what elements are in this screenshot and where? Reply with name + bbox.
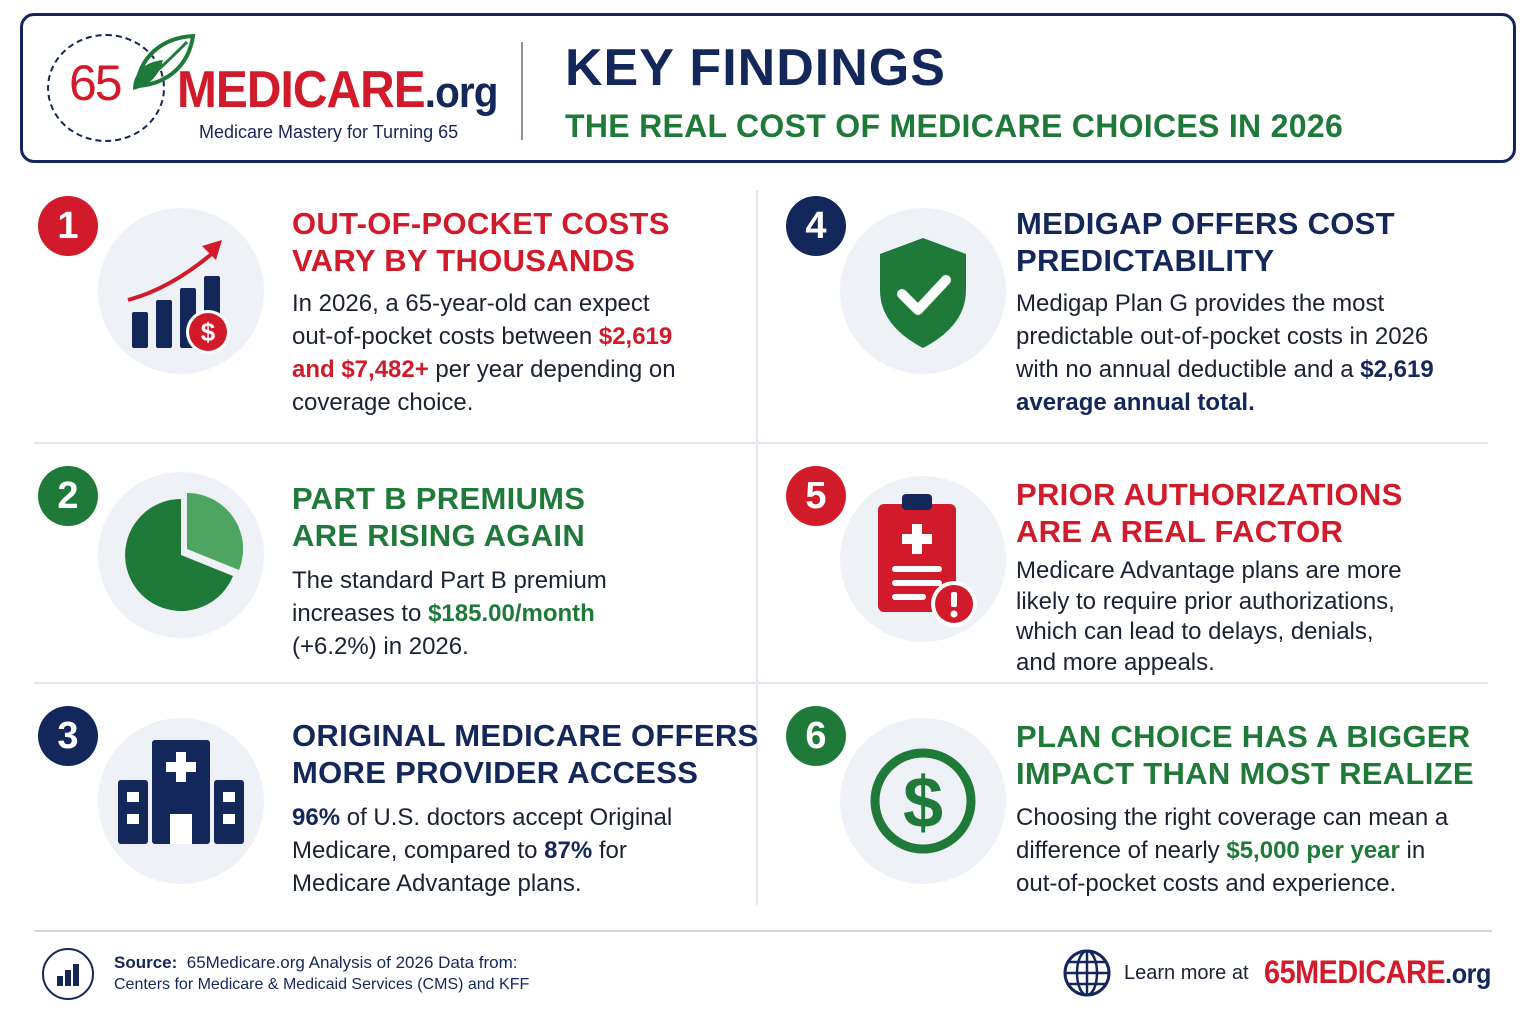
globe-icon — [1063, 949, 1111, 997]
finding-title: PRIOR AUTHORIZATIONS ARE A REAL FACTOR — [1016, 477, 1403, 549]
finding-body: Choosing the right coverage can mean a d… — [1016, 804, 1449, 897]
finding-icon-circle: $ — [98, 208, 264, 374]
shield-check-icon — [880, 238, 966, 348]
logo-brand: MEDICARE.org — [177, 61, 498, 119]
logo-tagline: Medicare Mastery for Turning 65 — [199, 122, 459, 142]
finding-body: In 2026, a 65-year-old can expect out-of… — [292, 290, 676, 416]
row-divider — [34, 442, 1488, 444]
pie-chart-icon — [125, 492, 244, 611]
finding-title: PART B PREMIUMS ARE RISING AGAIN — [292, 481, 586, 553]
footer-brand-link[interactable]: 65MEDICARE.org — [1264, 954, 1491, 990]
finding-body: The standard Part B premium increases to… — [292, 567, 607, 660]
finding-icon-circle — [840, 476, 1006, 642]
row-divider — [34, 682, 1488, 684]
finding-number-badge: 1 — [38, 196, 98, 256]
finding-number-badge: 4 — [786, 196, 846, 256]
finding-number-badge: 5 — [786, 466, 846, 526]
dollar-circle-icon: $ — [870, 748, 976, 854]
bar-chart-rising-dollar-icon: $ — [127, 240, 230, 354]
svg-text:$: $ — [903, 763, 943, 843]
clipboard-alert-icon — [878, 494, 977, 627]
svg-text:$: $ — [201, 317, 216, 347]
logo[interactable]: 65 MEDICARE.org Medicare Mastery for Tur… — [47, 30, 517, 148]
finding-icon-circle: $ — [840, 718, 1006, 884]
finding-body: Medigap Plan G provides the most predict… — [1016, 290, 1434, 416]
footer-divider — [34, 930, 1492, 932]
source-line-2: Centers for Medicare & Medicaid Services… — [114, 976, 530, 993]
finding-number-badge: 2 — [38, 466, 98, 526]
page-subtitle: THE REAL COST OF MEDICARE CHOICES IN 202… — [565, 108, 1344, 144]
column-divider — [756, 190, 758, 905]
hospital-icon — [118, 740, 244, 844]
finding-title: PLAN CHOICE HAS A BIGGER IMPACT THAN MOST… — [1016, 719, 1474, 791]
finding-body: Medicare Advantage plans are more likely… — [1016, 557, 1402, 676]
source-line-1: Source: 65Medicare.org Analysis of 2026 … — [114, 953, 518, 972]
finding-icon-circle — [98, 472, 264, 638]
finding-number-badge: 3 — [38, 706, 98, 766]
finding-body: 96% of U.S. doctors accept Original Medi… — [292, 804, 673, 897]
finding-title: MEDIGAP OFFERS COST PREDICTABILITY — [1016, 206, 1395, 278]
finding-icon-circle — [840, 208, 1006, 374]
finding-icon-circle — [98, 718, 264, 884]
page-title: KEY FINDINGS — [565, 39, 946, 97]
learn-more-text: Learn more at — [1124, 962, 1249, 984]
logo-badge-ring — [47, 34, 165, 142]
header-banner: 65 MEDICARE.org Medicare Mastery for Tur… — [20, 13, 1516, 163]
source-chart-icon — [42, 948, 94, 1000]
finding-title: OUT-OF-POCKET COSTS VARY BY THOUSANDS — [292, 206, 670, 278]
header-divider — [521, 42, 523, 140]
logo-number: 65 — [69, 55, 123, 111]
leaf-icon — [133, 33, 196, 90]
finding-title: ORIGINAL MEDICARE OFFERS MORE PROVIDER AC… — [292, 718, 759, 790]
finding-number-badge: 6 — [786, 706, 846, 766]
